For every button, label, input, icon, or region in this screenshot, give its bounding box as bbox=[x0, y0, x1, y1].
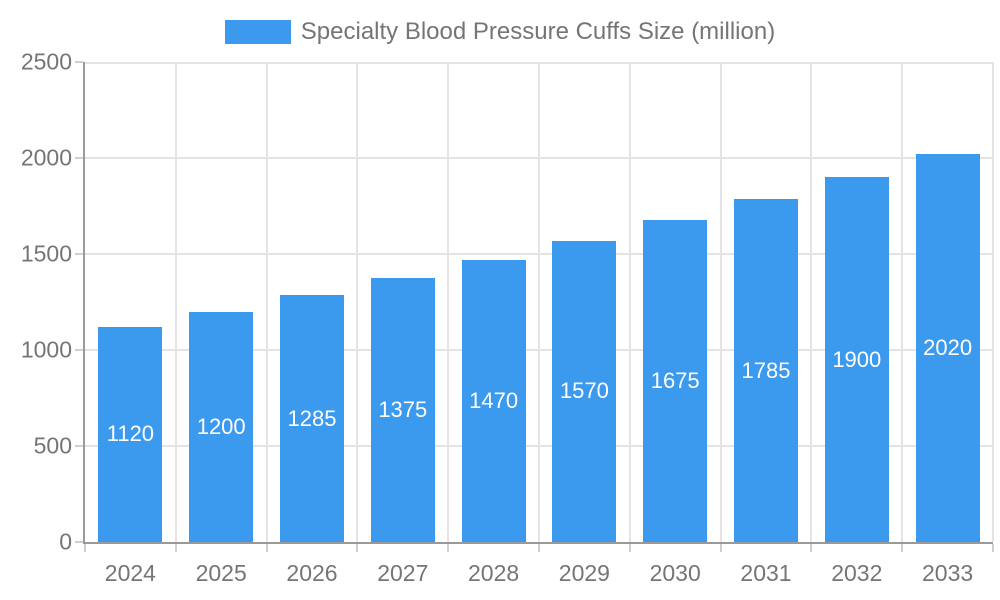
bar-2029: 1570 bbox=[552, 240, 617, 542]
legend[interactable]: Specialty Blood Pressure Cuffs Size (mil… bbox=[0, 18, 1000, 46]
bar-2030: 1675 bbox=[643, 220, 708, 542]
x-tick-label: 2029 bbox=[558, 560, 610, 586]
gridline-vertical bbox=[265, 62, 268, 542]
gridline-vertical bbox=[628, 62, 631, 542]
x-axis-tick bbox=[447, 544, 450, 552]
y-axis-tick bbox=[75, 541, 83, 543]
y-tick-label: 0 bbox=[59, 528, 72, 555]
bar-2027: 1375 bbox=[370, 278, 435, 542]
bar-value-label: 1285 bbox=[287, 405, 337, 431]
bar-value-label: 1785 bbox=[741, 357, 791, 383]
x-axis-tick bbox=[84, 544, 86, 552]
y-tick-label: 1500 bbox=[20, 240, 72, 267]
x-tick-label: 2027 bbox=[377, 560, 429, 586]
gridline-vertical bbox=[901, 62, 904, 542]
y-tick-label: 2000 bbox=[20, 144, 72, 171]
gridline-vertical bbox=[810, 62, 813, 542]
bar-2028: 1470 bbox=[461, 259, 526, 542]
bar-value-label: 1200 bbox=[196, 413, 246, 439]
gridline-vertical bbox=[174, 62, 177, 542]
x-tick-label: 2026 bbox=[286, 560, 338, 586]
x-tick-label: 2032 bbox=[831, 560, 883, 586]
x-tick-label: 2024 bbox=[104, 560, 156, 586]
x-tick-label: 2025 bbox=[195, 560, 247, 586]
x-axis-tick bbox=[356, 544, 359, 552]
bar-2025: 1200 bbox=[189, 311, 254, 542]
y-axis-tick bbox=[75, 61, 83, 63]
bar-value-label: 2020 bbox=[923, 335, 973, 361]
y-tick-label: 2500 bbox=[20, 48, 72, 75]
bar-2031: 1785 bbox=[734, 199, 798, 542]
x-tick-label: 2030 bbox=[649, 560, 701, 586]
x-axis-tick bbox=[719, 544, 722, 552]
bar-2024: 1120 bbox=[98, 326, 163, 542]
y-axis-tick bbox=[75, 349, 83, 351]
x-axis-tick bbox=[628, 544, 631, 552]
gridline-vertical bbox=[992, 62, 994, 542]
y-tick-label: 1000 bbox=[20, 336, 72, 363]
bar-2032: 1900 bbox=[824, 177, 889, 542]
gridline-vertical bbox=[447, 62, 450, 542]
x-tick-label: 2033 bbox=[922, 560, 974, 586]
y-axis-tick bbox=[75, 253, 83, 255]
bar-value-label: 1675 bbox=[650, 368, 700, 394]
x-axis-tick bbox=[810, 544, 813, 552]
bar-2026: 1285 bbox=[280, 295, 344, 542]
gridline-vertical bbox=[538, 62, 540, 542]
x-axis-tick bbox=[901, 544, 904, 552]
y-tick-label: 500 bbox=[33, 432, 72, 459]
x-axis-line bbox=[83, 542, 993, 544]
x-axis-tick bbox=[992, 544, 994, 552]
bar-value-label: 1120 bbox=[106, 421, 155, 447]
bar-value-label: 1900 bbox=[832, 346, 882, 372]
x-tick-label: 2028 bbox=[468, 560, 520, 586]
x-axis-tick bbox=[538, 544, 540, 552]
bar-value-label: 1470 bbox=[469, 387, 519, 413]
bar-2033: 2020 bbox=[915, 154, 980, 542]
gridline-vertical bbox=[719, 62, 722, 542]
gridline-vertical bbox=[356, 62, 359, 542]
x-tick-label: 2031 bbox=[740, 560, 792, 586]
x-axis-tick bbox=[265, 544, 268, 552]
y-axis-tick bbox=[75, 445, 83, 447]
y-axis-tick bbox=[75, 157, 83, 159]
plot-area: 1120 1200 1285 1375 1470 1570 1675 1785 1900 2020 bbox=[75, 61, 994, 552]
legend-label: Specialty Blood Pressure Cuffs Size (mil… bbox=[300, 18, 776, 45]
bar-value-label: 1375 bbox=[378, 397, 428, 422]
legend-swatch[interactable] bbox=[224, 20, 291, 44]
y-axis-line bbox=[83, 62, 85, 542]
bar-value-label: 1570 bbox=[559, 378, 609, 404]
x-axis-tick bbox=[174, 544, 177, 552]
